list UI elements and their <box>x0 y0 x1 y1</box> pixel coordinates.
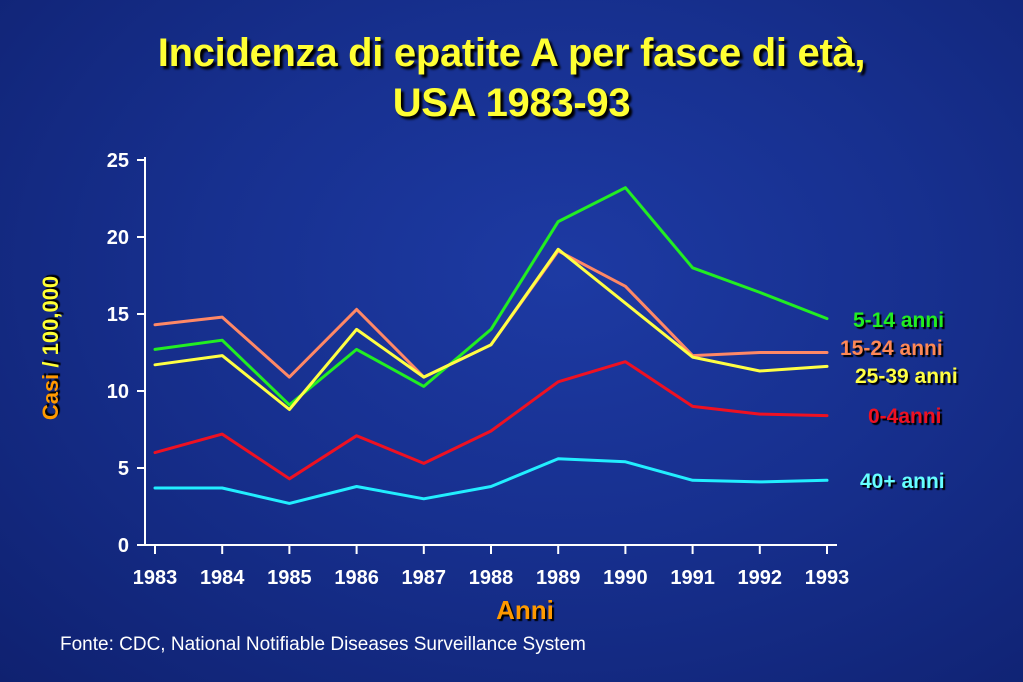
y-axis-label-part-2: 100,000 <box>38 276 63 356</box>
series-line-0-4anni <box>155 362 827 479</box>
y-axis-label: Casi / 100,000 <box>38 276 64 420</box>
chart-axes: 0 5 10 15 20 25 1983 1984 1985 1986 1987 1988 1989 19… <box>107 150 850 589</box>
y-axis-label-separator: / <box>38 355 63 373</box>
y-tick-label: 15 <box>107 304 129 326</box>
y-tick-label: 10 <box>107 381 129 403</box>
chart-series <box>155 188 827 504</box>
y-tick-label: 20 <box>107 227 129 249</box>
x-tick-label: 1983 <box>133 567 178 589</box>
x-tick-label: 1989 <box>536 567 581 589</box>
x-tick-label: 1990 <box>603 567 648 589</box>
legend-item-5-14: 5-14 anni <box>853 309 944 333</box>
x-tick-label: 1991 <box>670 567 715 589</box>
legend-item-15-24: 15-24 anni <box>840 337 943 361</box>
series-line-15-24-anni <box>155 251 827 377</box>
source-note: Fonte: CDC, National Notifiable Diseases… <box>60 634 586 656</box>
series-line-5-14-anni <box>155 188 827 405</box>
legend-item-40-plus: 40+ anni <box>860 470 945 494</box>
x-tick-label: 1986 <box>334 567 379 589</box>
x-tick-label: 1992 <box>738 567 783 589</box>
legend-item-25-39: 25-39 anni <box>855 365 958 389</box>
series-line-40-anni <box>155 459 827 504</box>
y-tick-label: 25 <box>107 150 129 172</box>
x-tick-label: 1988 <box>469 567 514 589</box>
legend-item-0-4: 0-4anni <box>868 405 942 429</box>
y-axis-label-part-1: Casi <box>38 374 63 420</box>
y-tick-label: 5 <box>118 458 129 480</box>
x-tick-label: 1984 <box>200 567 245 589</box>
y-tick-label: 0 <box>118 535 129 557</box>
x-tick-label: 1993 <box>805 567 850 589</box>
x-axis-label: Anni <box>496 595 554 626</box>
x-tick-label: 1985 <box>267 567 312 589</box>
x-tick-label: 1987 <box>402 567 447 589</box>
